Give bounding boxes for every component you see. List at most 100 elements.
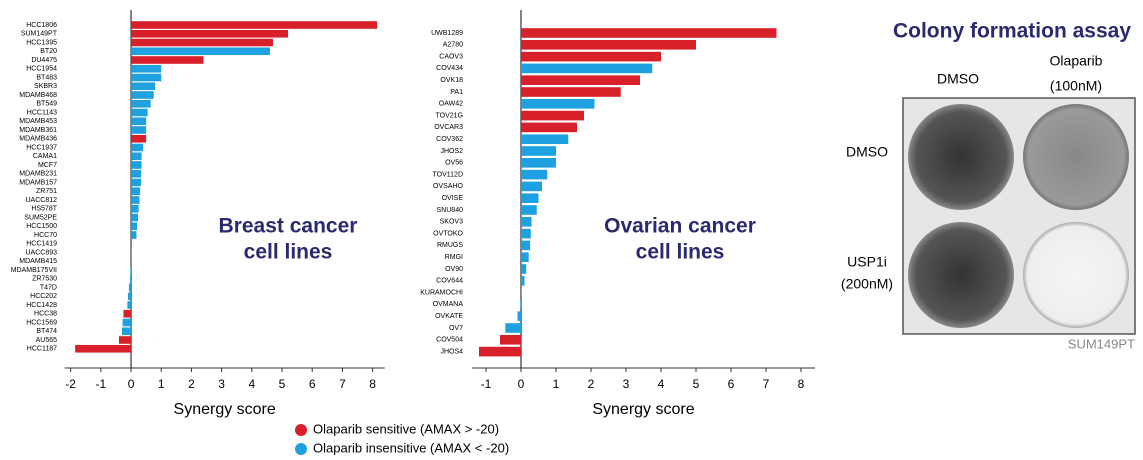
- category-label: RMUGS: [437, 242, 463, 249]
- row-label: (200nM): [841, 276, 893, 292]
- bar: [130, 266, 131, 274]
- x-tick-label: 4: [658, 377, 665, 391]
- bar: [520, 300, 521, 310]
- bar: [521, 64, 652, 74]
- bar: [521, 276, 525, 286]
- category-label: SKOV3: [440, 219, 463, 226]
- category-label: MDAMB453: [19, 118, 57, 125]
- category-label: OVISE: [442, 195, 464, 202]
- bar: [131, 249, 132, 257]
- bar: [123, 319, 131, 327]
- category-label: OVKATE: [435, 313, 463, 320]
- column-label: Olaparib: [1050, 53, 1103, 69]
- category-label: UACC812: [25, 197, 57, 204]
- bar: [521, 146, 556, 156]
- category-label: MDAMB468: [19, 92, 57, 99]
- bar: [521, 252, 529, 262]
- category-label: HCC1187: [27, 346, 57, 353]
- bar: [122, 327, 131, 335]
- bar: [521, 99, 595, 109]
- bar: [131, 231, 136, 239]
- category-label: OVSAHO: [433, 183, 464, 190]
- category-label: OV7: [449, 325, 463, 332]
- bar: [500, 335, 521, 345]
- category-label: ZR7530: [32, 276, 57, 283]
- category-label: KURAMOCHI: [420, 289, 463, 296]
- category-label: HCC1806: [26, 22, 57, 29]
- bar: [131, 126, 146, 134]
- category-label: COV504: [436, 337, 463, 344]
- bar: [131, 187, 140, 195]
- category-label: TOV112D: [433, 171, 463, 178]
- annotation: cell lines: [244, 241, 333, 264]
- bar: [521, 134, 568, 144]
- bar: [521, 87, 621, 97]
- x-axis-label: Synergy score: [174, 401, 276, 418]
- category-label: SKBR3: [34, 83, 57, 90]
- bar: [131, 214, 138, 222]
- x-tick-label: 3: [623, 377, 630, 391]
- category-label: HCC1419: [26, 241, 57, 248]
- category-label: OVTOKO: [433, 230, 463, 237]
- bar: [131, 39, 273, 47]
- category-label: SUM52PE: [24, 214, 57, 221]
- legend-swatch: [295, 424, 307, 436]
- x-tick-label: -1: [481, 377, 492, 391]
- x-tick-label: -1: [96, 377, 107, 391]
- annotation: cell lines: [636, 241, 725, 264]
- x-tick-label: 8: [369, 377, 376, 391]
- bar: [131, 205, 139, 213]
- bar: [131, 196, 139, 204]
- category-label: ZR751: [36, 188, 57, 195]
- bar: [131, 117, 146, 125]
- category-label: OV90: [445, 266, 463, 273]
- bar: [131, 100, 151, 108]
- category-label: BT549: [36, 101, 57, 108]
- bar: [129, 284, 131, 292]
- bar: [123, 310, 131, 318]
- x-tick-label: 3: [218, 377, 225, 391]
- category-label: CAMA1: [33, 153, 57, 160]
- x-tick-label: 6: [728, 377, 735, 391]
- bar: [521, 264, 526, 274]
- category-label: COV644: [436, 278, 463, 285]
- category-label: MDAMB157: [19, 179, 57, 186]
- x-tick-label: 2: [188, 377, 195, 391]
- bar: [521, 40, 696, 50]
- category-label: MDAMB175VII: [11, 267, 57, 274]
- bar: [521, 205, 537, 215]
- bar: [521, 52, 661, 62]
- bar: [131, 74, 161, 82]
- bar: [518, 311, 522, 321]
- bar: [521, 193, 539, 203]
- category-label: OAW42: [439, 101, 463, 108]
- category-label: AU565: [36, 337, 58, 344]
- annotation: Breast cancer: [219, 215, 358, 238]
- legend-label: Olaparib insensitive (AMAX < -20): [313, 440, 509, 455]
- category-label: BT20: [40, 48, 57, 55]
- category-label: UWB1289: [431, 30, 463, 37]
- legend-swatch: [295, 443, 307, 455]
- bar: [521, 170, 547, 180]
- x-tick-label: 6: [309, 377, 316, 391]
- bar: [130, 275, 131, 283]
- bar: [131, 82, 155, 90]
- bar: [131, 91, 154, 99]
- bar: [479, 347, 521, 357]
- category-label: BT483: [36, 74, 57, 81]
- category-label: HCC202: [30, 293, 57, 300]
- category-label: JHOS2: [440, 148, 463, 155]
- bar: [521, 229, 531, 239]
- bar: [131, 222, 137, 230]
- x-tick-label: 0: [128, 377, 135, 391]
- category-label: MDAMB436: [19, 136, 57, 143]
- category-label: MCF7: [38, 162, 57, 169]
- bar: [131, 65, 161, 73]
- column-label: DMSO: [937, 71, 979, 87]
- x-tick-label: 5: [693, 377, 700, 391]
- category-label: HCC38: [34, 311, 57, 318]
- category-label: HCC1937: [26, 144, 57, 151]
- bar: [128, 292, 131, 300]
- category-label: DU4475: [31, 57, 57, 64]
